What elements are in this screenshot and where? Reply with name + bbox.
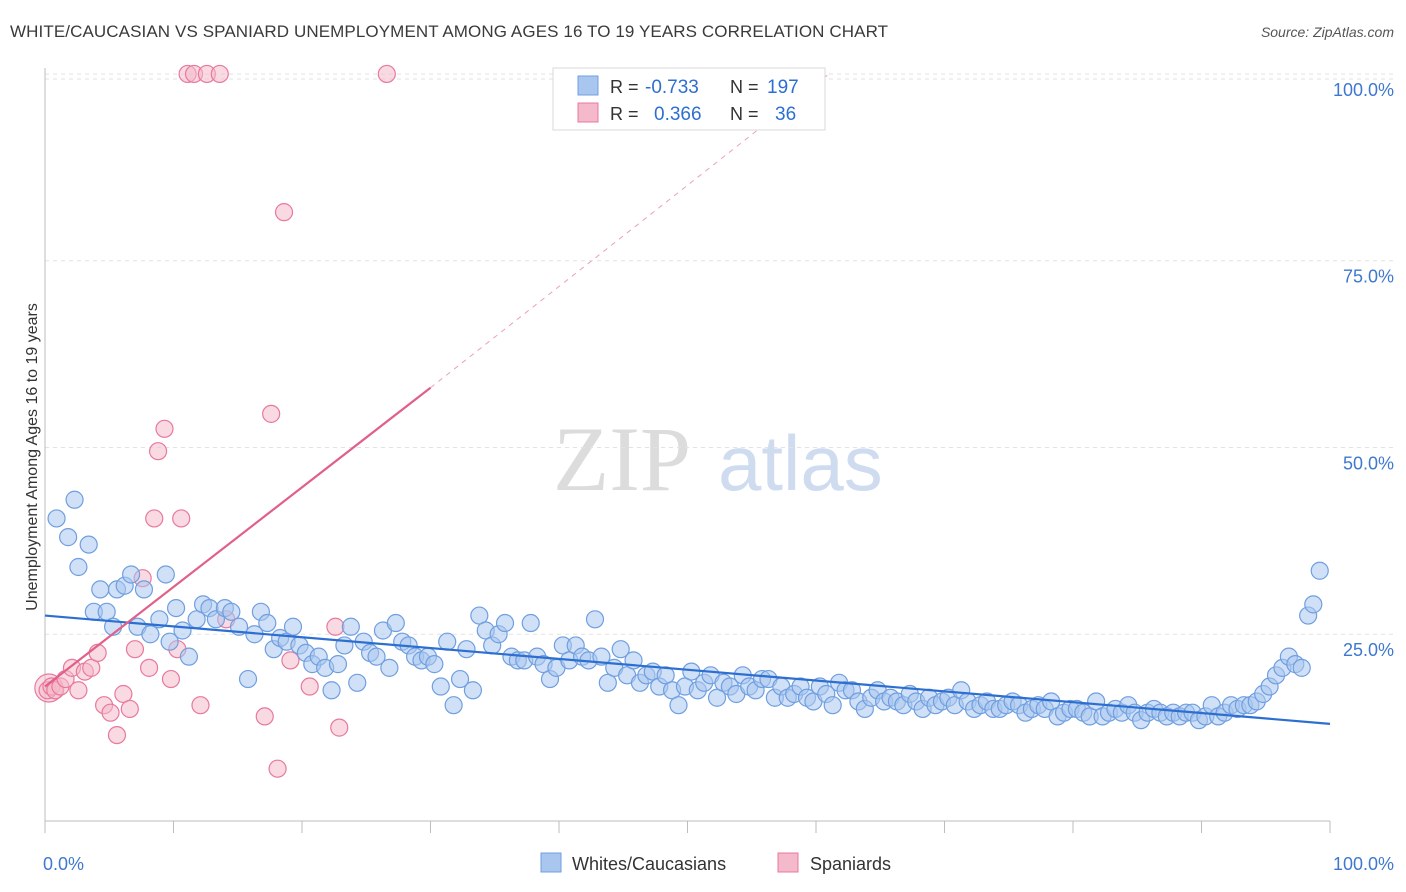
- y-tick-label: 50.0%: [1343, 453, 1394, 473]
- spaniards-point: [145, 509, 164, 528]
- y-tick-label: 25.0%: [1343, 640, 1394, 660]
- whites-point: [457, 640, 476, 659]
- stats-n-label: N =: [730, 104, 759, 124]
- spaniards-point: [161, 669, 181, 689]
- whites-point: [121, 565, 141, 584]
- whites-point: [166, 598, 186, 618]
- whites-point: [322, 681, 341, 700]
- stats-n-label: N =: [730, 77, 759, 97]
- x-tick-label-min: 0.0%: [43, 854, 84, 874]
- stats-swatch-pink: [577, 102, 599, 123]
- whites-point: [1304, 595, 1323, 614]
- whites-point: [150, 610, 169, 629]
- whites-point: [438, 632, 457, 651]
- spaniards-point: [120, 699, 139, 719]
- whites-point: [495, 613, 515, 633]
- whites-trend-line: [44, 614, 1331, 725]
- spaniards-point: [377, 64, 396, 84]
- whites-point: [47, 509, 66, 528]
- spaniards-point: [330, 718, 349, 737]
- whites-point: [1292, 658, 1311, 677]
- whites-point: [258, 613, 277, 633]
- chart-title: WHITE/CAUCASIAN VS SPANIARD UNEMPLOYMENT…: [10, 22, 889, 41]
- whites-point: [341, 617, 360, 636]
- whites-point: [65, 490, 84, 509]
- whites-point: [238, 669, 258, 689]
- whites-point: [823, 696, 842, 715]
- stats-r-label: R =: [610, 104, 639, 124]
- whites-point: [173, 621, 192, 640]
- source-label: Source: ZipAtlas.com: [1260, 24, 1394, 40]
- spaniards-point: [155, 419, 174, 438]
- whites-point: [59, 528, 78, 547]
- whites-point: [386, 613, 405, 633]
- stats-swatch-blue: [577, 75, 599, 96]
- spaniards-point: [281, 651, 300, 670]
- whites-point: [222, 602, 241, 621]
- stats-r-value: 0.366: [654, 104, 702, 125]
- legend-label-spaniards: Spaniards: [810, 854, 891, 874]
- legend-label-whites: Whites/Caucasians: [572, 854, 726, 874]
- whites-point: [521, 613, 540, 633]
- spaniards-point: [262, 404, 281, 423]
- spaniards-point: [139, 658, 159, 677]
- spaniards-point: [69, 681, 88, 700]
- whites-point: [669, 696, 688, 715]
- spaniards-points: [34, 64, 396, 778]
- spaniards-point: [172, 509, 191, 528]
- whites-point: [431, 677, 450, 696]
- spaniards-point: [274, 203, 294, 222]
- spaniards-point: [125, 640, 145, 659]
- whites-point: [156, 565, 175, 584]
- watermark-zip: ZIP: [553, 408, 691, 510]
- spaniards-point: [326, 617, 345, 636]
- whites-point: [348, 673, 367, 692]
- y-axis-label: Unemployment Among Ages 16 to 19 years: [24, 303, 41, 611]
- spaniards-point: [300, 677, 319, 696]
- whites-point: [69, 557, 88, 577]
- whites-point: [79, 535, 98, 554]
- y-tick-label: 75.0%: [1343, 267, 1394, 287]
- whites-point: [160, 632, 179, 651]
- x-tick-label-max: 100.0%: [1333, 854, 1394, 874]
- whites-point: [134, 580, 154, 599]
- whites-point: [380, 658, 399, 677]
- spaniards-point: [107, 725, 127, 745]
- stats-r-label: R =: [610, 77, 639, 97]
- y-tick-label: 100.0%: [1333, 80, 1394, 100]
- spaniards-point: [255, 707, 274, 726]
- legend-swatch-spaniards: [777, 852, 799, 873]
- axes: [44, 68, 1331, 833]
- whites-point: [585, 610, 605, 629]
- stats-n-value: 197: [767, 77, 799, 98]
- whites-point: [141, 625, 160, 644]
- whites-point: [450, 669, 470, 689]
- whites-points: [47, 490, 1329, 730]
- legend-swatch-whites: [540, 852, 562, 873]
- stats-legend: R = -0.733 N = 197 R = 0.366 N = 36: [552, 67, 826, 131]
- stats-r-value: -0.733: [645, 77, 699, 98]
- spaniards-trend-line: [44, 386, 432, 688]
- whites-point: [463, 681, 483, 700]
- whites-point: [91, 580, 110, 599]
- whites-point: [367, 647, 386, 666]
- spaniards-point: [148, 442, 168, 461]
- whites-point: [179, 647, 199, 666]
- whites-point: [283, 617, 303, 636]
- whites-point: [328, 655, 348, 674]
- spaniards-point: [101, 703, 120, 722]
- whites-point: [592, 647, 611, 666]
- spaniards-point: [210, 64, 229, 84]
- whites-point: [1310, 561, 1329, 580]
- whites-point: [611, 640, 630, 659]
- stats-n-value: 36: [775, 104, 796, 125]
- watermark-atlas: atlas: [718, 419, 883, 507]
- whites-point: [444, 696, 463, 715]
- gridlines: 25.0% 50.0% 75.0% 100.0%: [45, 73, 1394, 660]
- whites-point: [425, 655, 444, 674]
- series-legend: Whites/Caucasians Spaniards: [540, 852, 891, 874]
- spaniards-point: [191, 696, 210, 715]
- spaniards-point: [268, 759, 287, 778]
